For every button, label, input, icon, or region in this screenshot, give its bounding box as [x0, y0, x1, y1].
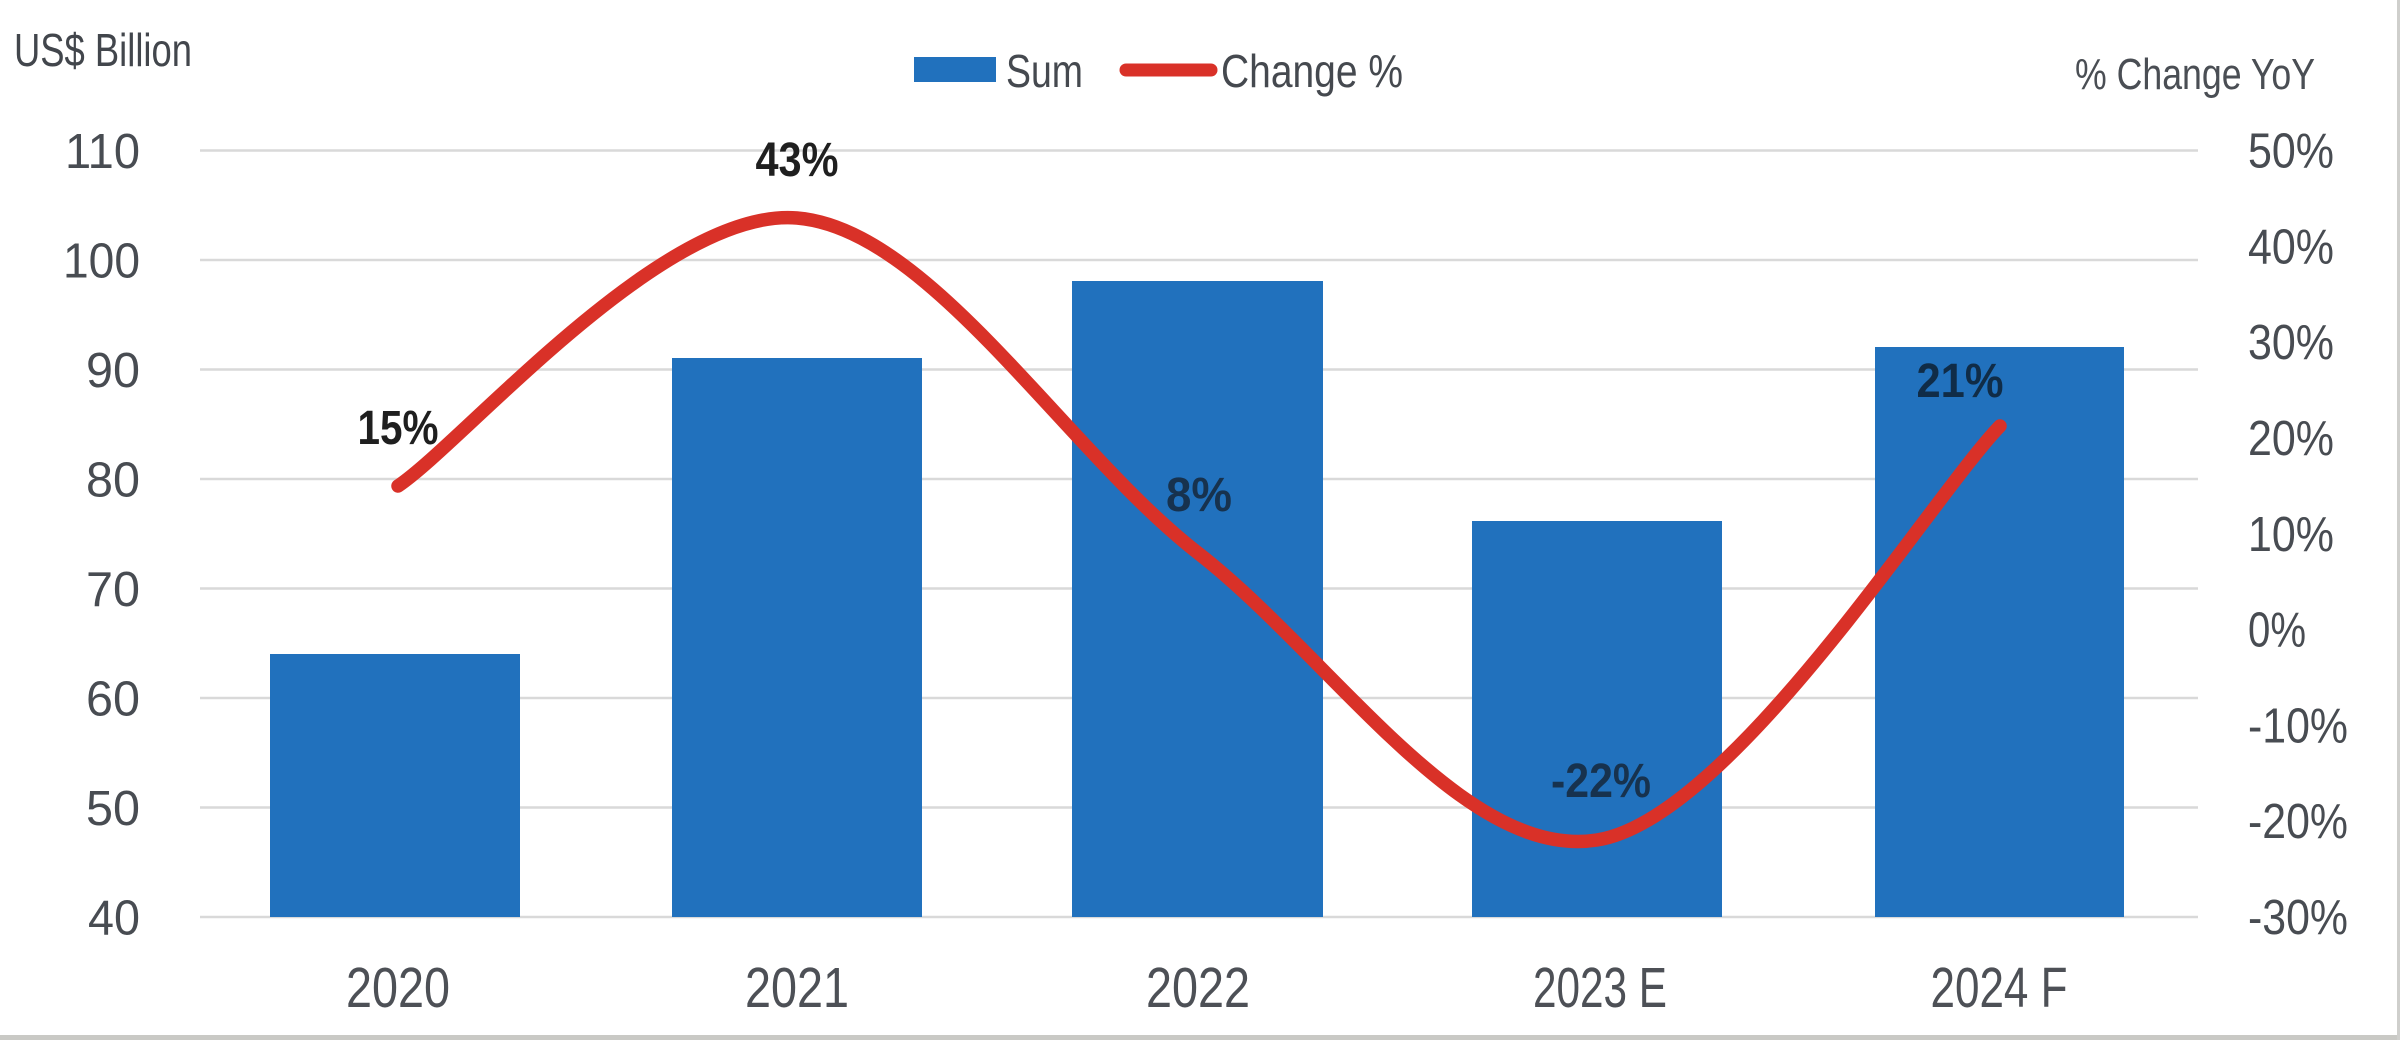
svg-text:20%: 20%: [2248, 412, 2334, 466]
svg-text:40%: 40%: [2248, 220, 2334, 274]
svg-text:50: 50: [86, 782, 140, 836]
svg-text:US$ Billion: US$ Billion: [14, 24, 192, 76]
svg-text:100: 100: [63, 235, 140, 289]
svg-text:70: 70: [86, 563, 140, 617]
svg-text:2023 E: 2023 E: [1533, 956, 1667, 1020]
svg-text:40: 40: [88, 892, 140, 946]
svg-text:-22%: -22%: [1551, 755, 1651, 808]
svg-text:Sum: Sum: [1006, 45, 1083, 97]
svg-text:110: 110: [65, 125, 140, 179]
svg-text:2020: 2020: [346, 956, 450, 1020]
svg-text:15%: 15%: [358, 402, 439, 455]
svg-text:21%: 21%: [1917, 355, 2004, 408]
svg-text:-20%: -20%: [2248, 795, 2348, 849]
svg-text:0%: 0%: [2248, 604, 2306, 658]
svg-text:8%: 8%: [1166, 469, 1232, 522]
svg-text:-30%: -30%: [2248, 891, 2348, 945]
svg-text:30%: 30%: [2248, 316, 2334, 370]
svg-text:43%: 43%: [756, 134, 839, 187]
svg-text:2022: 2022: [1146, 956, 1250, 1020]
svg-text:% Change YoY: % Change YoY: [2075, 50, 2315, 99]
svg-text:80: 80: [86, 454, 140, 508]
svg-text:50%: 50%: [2248, 125, 2334, 179]
svg-text:Change %: Change %: [1221, 45, 1403, 97]
svg-text:60: 60: [86, 673, 140, 727]
svg-text:-10%: -10%: [2248, 699, 2348, 753]
svg-text:10%: 10%: [2248, 508, 2334, 562]
svg-text:2021: 2021: [745, 956, 849, 1020]
svg-text:2024 F: 2024 F: [1931, 956, 2068, 1020]
svg-text:90: 90: [86, 344, 140, 398]
